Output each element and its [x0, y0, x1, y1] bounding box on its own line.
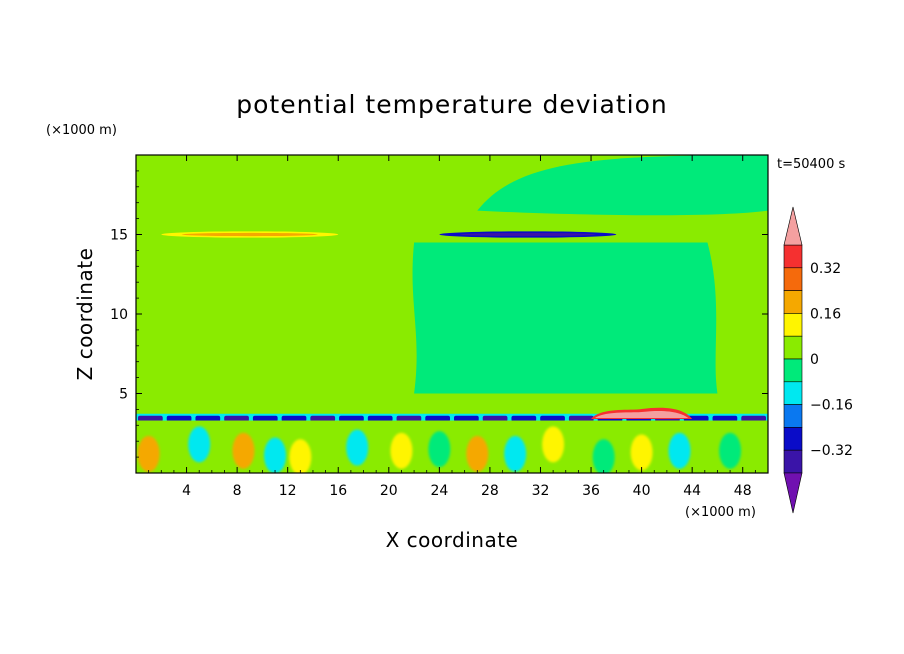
y-tick-label: 10 — [110, 307, 128, 323]
x-tick-label: 44 — [683, 483, 701, 499]
colorbar-tick-label: −0.32 — [810, 443, 853, 459]
colorbar-band — [783, 267, 803, 291]
region-warm-anomaly-east — [591, 407, 693, 419]
colorbar-band — [783, 290, 803, 314]
colorbar-tick-label: 0.16 — [810, 306, 841, 322]
x-axis: 4 8 12 16 20 24 28 32 36 40 44 48 — [148, 155, 756, 499]
chart-title: potential temperature deviation — [236, 90, 667, 119]
colorbar-top-triangle — [783, 206, 803, 246]
x-unit-label: (×1000 m) — [685, 505, 756, 520]
region-boundary-layer — [136, 420, 768, 473]
y-axis: 5 10 15 — [110, 170, 768, 458]
colorbar: 0.32 0.16 0 −0.16 −0.32 — [783, 206, 853, 514]
x-tick-label: 4 — [182, 483, 191, 499]
colorbar-band — [783, 381, 803, 405]
x-axis-label: X coordinate — [386, 528, 519, 552]
region-upper-negative-lobe — [477, 155, 768, 216]
x-tick-label: 16 — [329, 483, 347, 499]
colorbar-tick-label: 0.32 — [810, 261, 841, 277]
colorbar-tick-label: 0 — [810, 352, 819, 368]
plot-area — [136, 155, 768, 473]
colorbar-band — [783, 335, 803, 360]
region-mid-layer-east — [412, 242, 718, 394]
x-tick-label: 24 — [430, 483, 448, 499]
x-tick-label: 8 — [233, 483, 242, 499]
colorbar-band — [783, 358, 803, 383]
colorbar-tick-label: −0.16 — [810, 398, 853, 414]
colorbar-band — [783, 313, 803, 337]
region-mid-layer-west — [136, 242, 415, 386]
x-tick-label: 32 — [532, 483, 550, 499]
y-axis-label: Z coordinate — [73, 248, 97, 381]
colorbar-band — [783, 244, 803, 269]
x-tick-label: 40 — [633, 483, 651, 499]
y-tick-label: 5 — [119, 387, 128, 403]
y-tick-label: 15 — [110, 228, 128, 244]
colorbar-band — [783, 404, 803, 428]
time-label: t=50400 s — [777, 157, 845, 172]
y-unit-label: (×1000 m) — [46, 123, 117, 138]
colorbar-bottom-triangle — [783, 472, 803, 514]
x-tick-label: 36 — [582, 483, 600, 499]
colorbar-band — [783, 449, 803, 474]
region-cold-band-near-15-km — [439, 231, 617, 238]
x-tick-label: 20 — [380, 483, 398, 499]
x-tick-label: 48 — [734, 483, 752, 499]
colorbar-band — [783, 427, 803, 451]
x-tick-label: 28 — [481, 483, 499, 499]
x-tick-label: 12 — [279, 483, 297, 499]
region-warm-band-near-15-km — [161, 231, 339, 238]
